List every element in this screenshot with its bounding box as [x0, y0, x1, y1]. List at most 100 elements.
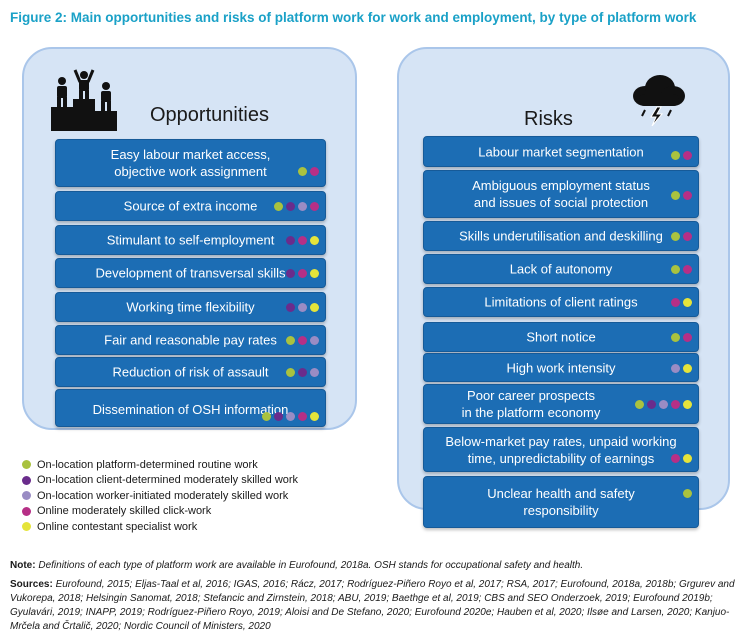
- category-dot-click: [671, 400, 680, 409]
- category-dot-contestant: [683, 364, 692, 373]
- category-dot-click: [298, 269, 307, 278]
- risk-label: Unclear health and safety responsibility: [487, 486, 635, 518]
- category-dot-contestant: [683, 400, 692, 409]
- risk-item: Limitations of client ratings: [423, 287, 699, 317]
- opportunity-dots: [286, 336, 319, 345]
- category-dot-click: [298, 336, 307, 345]
- legend: On-location platform-determined routine …: [22, 457, 298, 535]
- risk-item: Skills underutilisation and deskilling: [423, 221, 699, 251]
- category-dot-routine: [298, 167, 307, 176]
- legend-label: Online moderately skilled click-work: [37, 505, 212, 518]
- opportunity-dots: [286, 368, 319, 377]
- category-dot-click: [310, 167, 319, 176]
- category-dot-contestant: [310, 412, 319, 421]
- risk-label: Ambiguous employment status and issues o…: [472, 178, 650, 210]
- risk-label: Labour market segmentation: [478, 144, 644, 159]
- sources-text: Eurofound, 2015; Eljas-Taal et al, 2016;…: [10, 579, 735, 632]
- risk-item: Short notice: [423, 322, 699, 352]
- opportunity-item: Fair and reasonable pay rates: [55, 325, 326, 355]
- risk-dots: [683, 489, 692, 498]
- category-dot-client: [647, 400, 656, 409]
- opportunity-item: Easy labour market access, objective wor…: [55, 139, 326, 187]
- opportunity-label: Working time flexibility: [126, 299, 255, 315]
- risk-dots: [671, 151, 692, 160]
- category-dot-contestant: [683, 454, 692, 463]
- risk-dots: [671, 333, 692, 342]
- category-dot-click: [671, 298, 680, 307]
- category-dot-routine: [671, 191, 680, 200]
- legend-label: On-location worker-initiated moderately …: [37, 489, 289, 502]
- risk-label: Poor career prospects in the platform ec…: [461, 388, 601, 420]
- opportunity-label: Fair and reasonable pay rates: [104, 332, 277, 348]
- risk-dots: [671, 298, 692, 307]
- opportunities-heading: Opportunities: [150, 104, 269, 126]
- category-dot-routine: [262, 412, 271, 421]
- opportunity-label: Stimulant to self-employment: [106, 232, 275, 248]
- category-dot-worker: [671, 364, 680, 373]
- opportunity-item: Development of transversal skills: [55, 258, 326, 288]
- risk-label: Limitations of client ratings: [484, 294, 638, 310]
- opportunity-item: Source of extra income: [55, 191, 326, 221]
- category-dot-routine: [635, 400, 644, 409]
- risk-item: Unclear health and safety responsibility: [423, 476, 699, 528]
- opportunity-label: Easy labour market access, objective wor…: [110, 147, 271, 179]
- opportunity-item: Dissemination of OSH information: [55, 389, 326, 427]
- category-dot-client: [286, 303, 295, 312]
- category-dot-client: [286, 236, 295, 245]
- risk-label: Lack of autonomy: [509, 261, 613, 277]
- risk-label: High work intensity: [506, 360, 616, 375]
- note-label: Note:: [10, 560, 36, 571]
- legend-item: Online contestant specialist work: [22, 519, 298, 535]
- category-dot-client: [286, 202, 295, 211]
- risk-dots: [635, 400, 692, 409]
- legend-item: On-location client-determined moderately…: [22, 473, 298, 489]
- risk-item: Ambiguous employment status and issues o…: [423, 170, 699, 218]
- category-dot-worker: [310, 336, 319, 345]
- category-dot-worker: [298, 202, 307, 211]
- legend-dot: [22, 475, 31, 485]
- category-dot-click: [683, 232, 692, 241]
- category-dot-routine: [274, 202, 283, 211]
- risk-item: Labour market segmentation: [423, 136, 699, 167]
- category-dot-routine: [671, 151, 680, 160]
- category-dot-click: [683, 191, 692, 200]
- risk-label: Short notice: [526, 329, 596, 345]
- legend-dot: [22, 522, 31, 532]
- opportunity-label: Development of transversal skills: [95, 265, 286, 281]
- legend-dot: [22, 460, 31, 470]
- risk-item: Below-market pay rates, unpaid working t…: [423, 427, 699, 472]
- legend-item: On-location platform-determined routine …: [22, 457, 298, 473]
- opportunity-dots: [286, 269, 319, 278]
- category-dot-contestant: [310, 236, 319, 245]
- risk-dots: [671, 232, 692, 241]
- category-dot-contestant: [310, 303, 319, 312]
- category-dot-client: [286, 269, 295, 278]
- legend-item: Online moderately skilled click-work: [22, 504, 298, 520]
- category-dot-click: [683, 265, 692, 274]
- opportunity-dots: [286, 303, 319, 312]
- legend-dot: [22, 491, 31, 501]
- opportunity-dots: [298, 167, 319, 176]
- figure-note: Note: Definitions of each type of platfo…: [10, 560, 745, 571]
- sources-label: Sources:: [10, 579, 53, 590]
- figure-title: Figure 2: Main opportunities and risks o…: [10, 10, 697, 25]
- category-dot-click: [683, 151, 692, 160]
- risk-dots: [671, 454, 692, 463]
- storm-cloud-icon: [629, 74, 687, 131]
- category-dot-worker: [286, 412, 295, 421]
- category-dot-click: [671, 454, 680, 463]
- figure-sources: Sources: Eurofound, 2015; Eljas-Taal et …: [10, 578, 738, 634]
- category-dot-worker: [310, 368, 319, 377]
- risk-item: Lack of autonomy: [423, 254, 699, 284]
- category-dot-worker: [298, 303, 307, 312]
- opportunity-dots: [286, 236, 319, 245]
- risk-item: Poor career prospects in the platform ec…: [423, 384, 699, 424]
- category-dot-routine: [683, 489, 692, 498]
- risk-label: Below-market pay rates, unpaid working t…: [445, 433, 677, 466]
- opportunity-label: Dissemination of OSH information: [92, 402, 289, 417]
- risks-heading: Risks: [524, 108, 573, 130]
- category-dot-routine: [671, 333, 680, 342]
- category-dot-routine: [671, 265, 680, 274]
- category-dot-click: [298, 412, 307, 421]
- opportunity-item: Working time flexibility: [55, 292, 326, 322]
